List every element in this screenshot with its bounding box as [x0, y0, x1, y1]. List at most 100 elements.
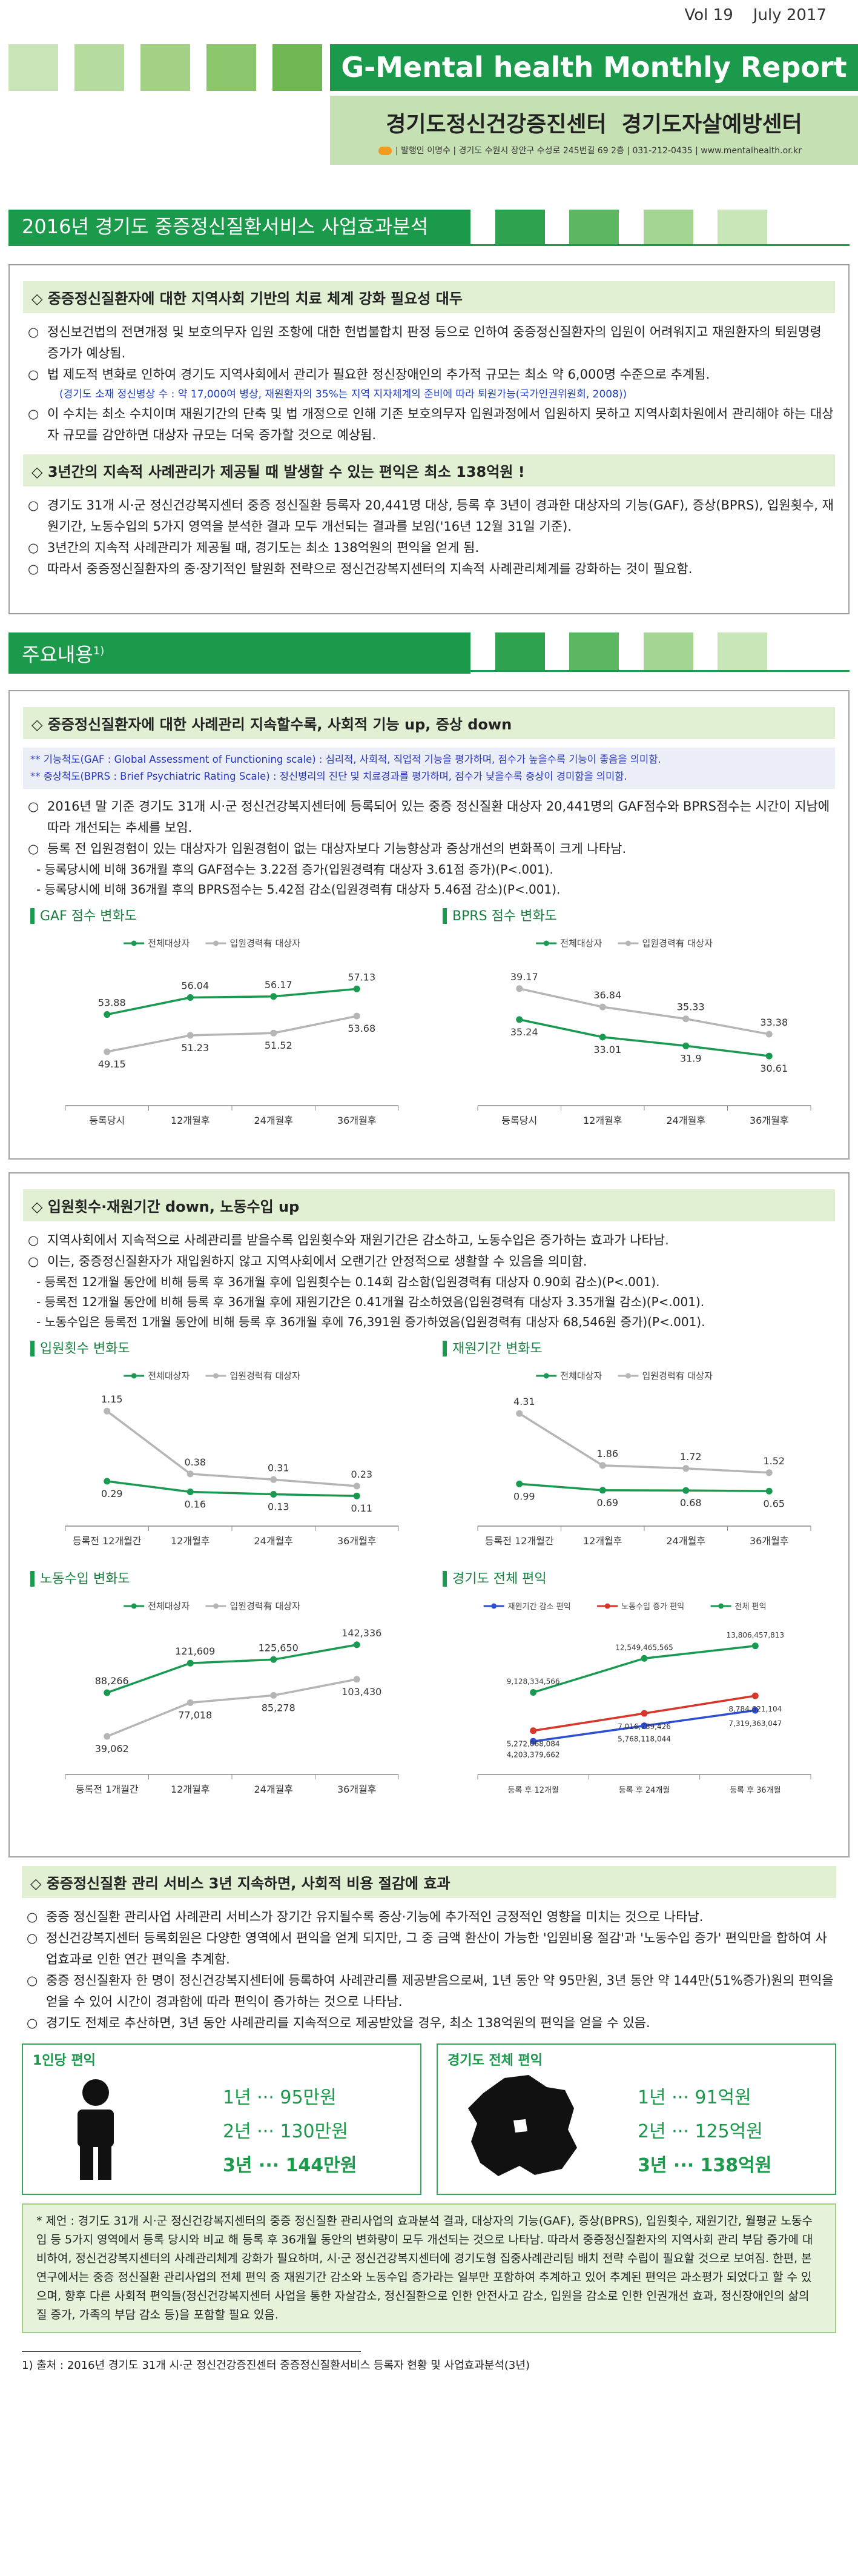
data-label: 0.38 — [184, 1456, 206, 1468]
icon-head — [82, 2079, 109, 2106]
data-point — [751, 1642, 759, 1650]
divider — [8, 244, 850, 246]
data-point — [104, 1733, 111, 1740]
legend-marker — [131, 1603, 137, 1609]
map-icon — [468, 2075, 577, 2176]
legend-marker — [131, 940, 137, 946]
data-point — [353, 985, 360, 992]
bullet: 정신건강복지센터 등록회원은 다양한 영역에서 편익을 얻게 되지만, 그 중 … — [22, 1928, 836, 1970]
x-tick-label: 등록당시 — [89, 1115, 125, 1126]
series-line — [519, 1018, 770, 1057]
data-point — [516, 985, 523, 992]
heading: ◇ 입원횟수·재원기간 down, 노동수입 up — [23, 1189, 835, 1221]
data-point — [186, 1032, 194, 1039]
bullet: 경기도 전체로 추산하면, 3년 동안 사례관리를 지속적으로 제공받았을 경우… — [22, 2013, 836, 2034]
data-label: 7,016,789,426 — [618, 1722, 671, 1731]
data-label: 8,784,621,104 — [728, 1705, 782, 1713]
data-point — [186, 1659, 194, 1667]
data-label: 5,768,118,044 — [618, 1735, 671, 1744]
data-label: 0.29 — [101, 1488, 123, 1499]
issue-info: Vol 19 July 2017 — [684, 6, 827, 24]
report-title: G-Mental health Monthly Report — [330, 44, 858, 91]
benefit-item: 3년 ··· 144만원 — [223, 2155, 357, 2176]
data-point — [186, 1470, 194, 1478]
title-marker — [30, 1341, 35, 1356]
data-label: 31.9 — [680, 1052, 702, 1064]
title-marker — [30, 908, 35, 924]
title-marker — [30, 1571, 35, 1587]
data-label: 0.13 — [268, 1501, 289, 1513]
data-point — [270, 1656, 277, 1663]
data-point — [682, 1015, 690, 1023]
legend-label: 전체대상자 — [148, 1370, 190, 1381]
x-tick-label: 등록 후 36개월 — [730, 1786, 781, 1795]
legend-label: 재원기간 감소 편익 — [508, 1602, 571, 1612]
legend-marker — [131, 1373, 137, 1379]
data-point — [765, 1031, 773, 1038]
bullet: 2016년 말 기준 경기도 31개 시·군 정신건강복지센터에 등록되어 있는… — [23, 796, 835, 838]
data-point — [682, 1042, 690, 1049]
definitions: ** 기능척도(GAF : Global Assessment of Funct… — [23, 748, 835, 789]
data-point — [186, 994, 194, 1001]
divider — [8, 670, 850, 672]
legend-marker — [213, 1373, 219, 1379]
data-label: 53.68 — [348, 1023, 375, 1034]
benefit-item: 1년 ··· 95만원 — [223, 2087, 337, 2108]
data-label: 5,272,068,084 — [507, 1740, 560, 1748]
data-label: 0.68 — [680, 1497, 702, 1509]
data-label: 35.33 — [677, 1001, 705, 1013]
icon-leg — [80, 2143, 93, 2180]
x-tick-label: 등록전 12개월간 — [485, 1535, 554, 1547]
data-label: 9,128,334,566 — [507, 1677, 560, 1685]
x-tick-label: 24개월후 — [254, 1535, 293, 1547]
volume: Vol 19 — [684, 6, 733, 24]
data-label: 142,336 — [342, 1627, 381, 1639]
x-tick-label: 36개월후 — [337, 1115, 377, 1126]
deco-square — [495, 632, 545, 670]
data-label: 57.13 — [348, 971, 375, 983]
chart-title: BPRS 점수 변화도 — [452, 909, 557, 924]
series-line — [107, 1678, 357, 1738]
legend-label: 입원경력有 대상자 — [230, 938, 301, 949]
series-line — [106, 1410, 357, 1487]
data-label: 0.11 — [351, 1502, 372, 1514]
x-tick-label: 등록전 1개월간 — [76, 1784, 139, 1795]
deco-square — [644, 632, 693, 670]
note: (경기도 소재 정신병상 수 : 약 17,000여 병상, 재원환자의 35%… — [59, 388, 627, 400]
bullet: 법 제도적 변화로 인하여 경기도 지역사회에서 관리가 필요한 정신장애인의 … — [23, 364, 835, 385]
data-label: 33.01 — [593, 1044, 621, 1055]
detail: - 등록당시에 비해 36개월 후의 GAF점수는 3.22점 증가(입원경력有… — [36, 862, 553, 877]
map-shape — [468, 2075, 577, 2176]
benefit-item: 2년 ··· 125억원 — [638, 2121, 763, 2142]
benefit-title: 1인당 편익 — [33, 2053, 96, 2068]
series-line — [107, 1644, 357, 1694]
data-point — [270, 993, 277, 1000]
heading: ◇ 중증정신질환자에 대한 지역사회 기반의 치료 체계 강화 필요성 대두 — [23, 281, 835, 313]
org-band: 경기도정신건강증진센터 경기도자살예방센터 | 발행인 이명수 | 경기도 수원… — [330, 96, 858, 165]
x-tick-label: 36개월후 — [337, 1535, 377, 1547]
bullet: 이 수치는 최소 수치이며 재원기간의 단축 및 법 개정으로 인해 기존 보호… — [23, 403, 835, 446]
data-label: 30.61 — [760, 1063, 788, 1074]
data-label: 4.31 — [513, 1396, 535, 1407]
function-box: ◇ 중증정신질환자에 대한 사례관리 지속할수록, 사회적 기능 up, 증상 … — [8, 690, 850, 1160]
deco-square — [569, 210, 619, 244]
data-label: 51.52 — [265, 1040, 292, 1051]
data-point — [270, 1691, 277, 1699]
data-label: 0.23 — [351, 1469, 372, 1480]
data-point — [516, 1410, 523, 1417]
data-label: 1.72 — [680, 1451, 702, 1462]
x-tick-label: 36개월후 — [750, 1115, 789, 1126]
bullet: 이는, 중증정신질환자가 재입원하지 않고 지역사회에서 오랜기간 안정적으로 … — [23, 1251, 835, 1272]
logo — [378, 147, 392, 155]
deco-square — [644, 210, 693, 244]
data-label: 33.38 — [760, 1017, 788, 1028]
title-marker — [443, 1571, 447, 1587]
data-label: 103,430 — [342, 1686, 381, 1698]
data-label: 7,319,363,047 — [728, 1719, 782, 1728]
publisher-info: | 발행인 이명수 | 경기도 수원시 장안구 수성로 245번길 69 2층 … — [378, 144, 802, 156]
legend-label: 전체대상자 — [148, 938, 190, 949]
deco-square — [272, 44, 322, 91]
data-point — [751, 1692, 759, 1699]
